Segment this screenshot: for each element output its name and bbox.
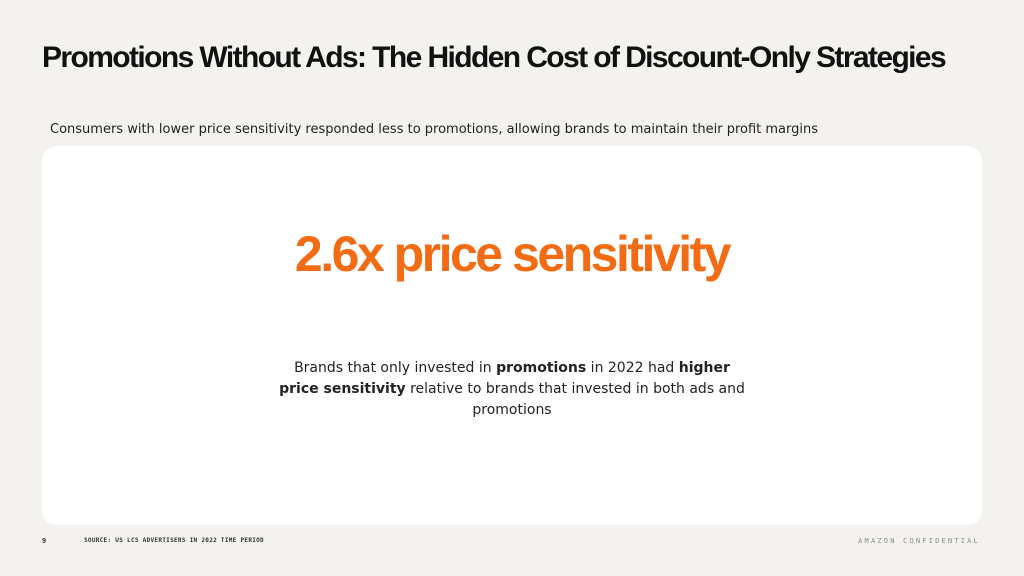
stat-description-text: Brands that only invested in bbox=[294, 360, 497, 376]
slide-title: Promotions Without Ads: The Hidden Cost … bbox=[42, 41, 947, 74]
slide-subtitle: Consumers with lower price sensitivity r… bbox=[50, 122, 819, 137]
page-number: 9 bbox=[42, 537, 47, 545]
content-card: 2.6x price sensitivity Brands that only … bbox=[42, 146, 982, 525]
source-note: SOURCE: US LCS ADVERTISERS IN 2022 TIME … bbox=[84, 537, 264, 544]
stat-description-emphasis-sensitivity: higher price sensitivity bbox=[279, 360, 730, 397]
stat-description-text: relative to brands that invested in both… bbox=[405, 381, 745, 418]
stat-description-text: in 2022 had bbox=[586, 360, 679, 376]
stat-headline: 2.6x price sensitivity bbox=[294, 226, 732, 282]
confidential-label: AMAZON CONFIDENTIAL bbox=[858, 537, 980, 545]
stat-description: Brands that only invested in promotions … bbox=[272, 358, 752, 421]
stat-description-emphasis-promotions: promotions bbox=[496, 360, 587, 376]
